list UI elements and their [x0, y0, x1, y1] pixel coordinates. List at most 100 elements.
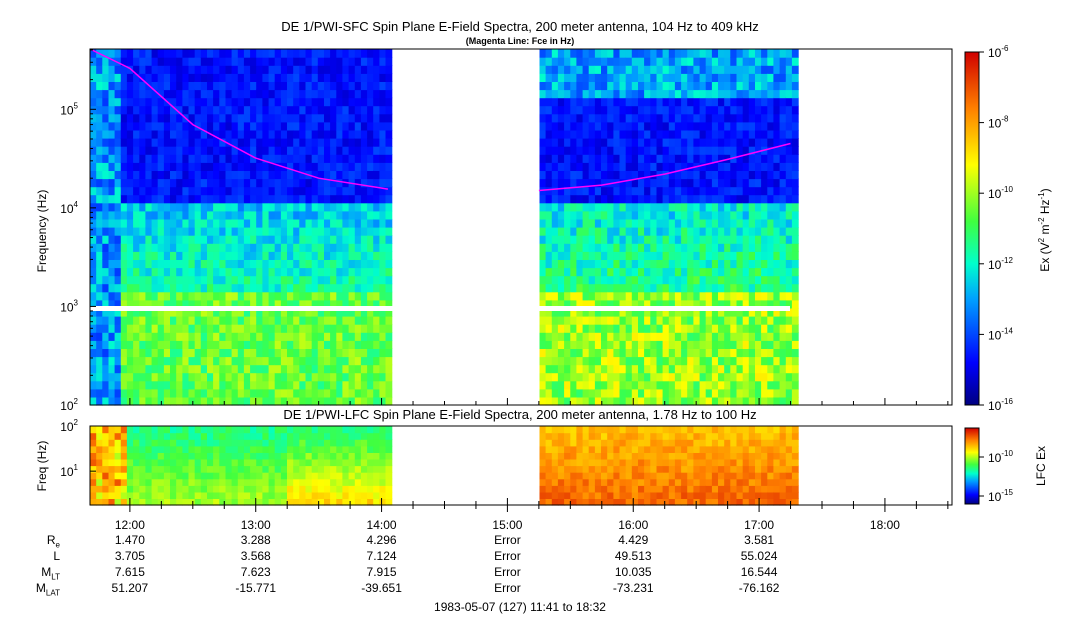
sfc-cell: [274, 348, 282, 358]
sfc-cell: [324, 251, 331, 260]
sfc-cell: [243, 332, 251, 341]
lfc-cell: [588, 452, 596, 460]
sfc-cell: [311, 170, 319, 180]
sfc-cell: [330, 307, 337, 317]
lfc-cell: [576, 432, 584, 440]
lfc-cell: [305, 478, 313, 486]
lfc-cell: [219, 472, 227, 480]
sfc-cell: [367, 291, 374, 301]
lfc-cell: [237, 465, 245, 473]
sfc-cell: [151, 57, 159, 66]
lfc-cell: [262, 432, 270, 440]
sfc-cell: [336, 178, 344, 188]
sfc-cell: [207, 372, 214, 382]
sfc-cell: [293, 251, 300, 260]
sfc-cell: [373, 162, 380, 171]
lfc-cell: [293, 458, 300, 467]
sfc-cell: [287, 97, 294, 107]
lfc-cell: [644, 498, 651, 506]
sfc-cell: [718, 388, 725, 398]
sfc-cell: [773, 396, 781, 406]
sfc-cell: [157, 186, 165, 196]
sfc-cell: [342, 210, 350, 220]
sfc-cell: [576, 105, 584, 115]
sfc-cell: [607, 227, 614, 236]
sfc-cell: [576, 186, 584, 196]
lfc-cell: [108, 498, 116, 506]
sfc-cell: [773, 251, 781, 260]
sfc-cell: [324, 73, 331, 82]
sfc-cell: [360, 348, 368, 358]
sfc-cell: [570, 299, 578, 309]
sfc-cell: [354, 194, 362, 204]
sfc-cell: [114, 332, 122, 341]
sfc-cell: [213, 121, 220, 131]
sfc-cell: [379, 251, 387, 260]
sfc-cell: [656, 283, 664, 293]
sfc-cell: [761, 291, 768, 301]
sfc-cell: [354, 218, 362, 228]
lfc-cell: [699, 432, 707, 440]
sfc-cell: [336, 307, 344, 317]
sfc-cell: [176, 186, 183, 196]
lfc-cell: [650, 491, 658, 499]
sfc-cell: [262, 218, 270, 228]
sfc-cell: [785, 178, 793, 188]
lfc-cell: [662, 485, 670, 493]
lfc-cell: [348, 472, 356, 480]
sfc-cell: [139, 218, 147, 228]
sfc-cell: [638, 113, 645, 123]
sfc-cell: [687, 235, 694, 244]
lfc-cell: [324, 465, 331, 473]
sfc-cell: [693, 97, 701, 107]
sfc-panel-title: DE 1/PWI-SFC Spin Plane E-Field Spectra,…: [281, 19, 759, 34]
sfc-cell: [631, 65, 639, 74]
sfc-cell: [564, 129, 571, 139]
lfc-cell: [607, 432, 614, 440]
sfc-cell: [114, 186, 122, 196]
sfc-cell: [619, 388, 627, 398]
sfc-cell: [151, 186, 159, 196]
sfc-cell: [342, 275, 350, 285]
lfc-cell: [96, 452, 103, 460]
sfc-cell: [625, 186, 633, 196]
sfc-cell: [607, 65, 614, 74]
sfc-cell: [139, 57, 147, 66]
lfc-cell: [545, 432, 553, 440]
sfc-cell: [256, 227, 263, 236]
sfc-cell: [317, 146, 325, 155]
lfc-cell: [225, 465, 233, 473]
sfc-cell: [256, 186, 263, 196]
lfc-cell: [705, 458, 713, 467]
sfc-cell: [157, 65, 165, 74]
sfc-cell: [243, 340, 251, 349]
sfc-cell: [299, 97, 307, 107]
sfc-cell: [601, 210, 608, 220]
sfc-cell: [576, 324, 584, 333]
sfc-cell: [336, 299, 344, 309]
sfc-cell: [588, 194, 596, 204]
sfc-cell: [324, 388, 331, 398]
sfc-cell: [231, 340, 239, 349]
sfc-cell: [96, 307, 103, 317]
sfc-cell: [681, 227, 688, 236]
sfc-cell: [582, 73, 590, 82]
sfc-cell: [188, 129, 196, 139]
lfc-cell: [133, 439, 140, 447]
sfc-cell: [379, 243, 387, 252]
sfc-cell: [650, 194, 658, 204]
lfc-cell: [126, 445, 134, 453]
lfc-cell: [385, 478, 393, 486]
sfc-cell: [157, 316, 165, 325]
sfc-band-gap: [90, 306, 790, 311]
sfc-cell: [662, 105, 670, 115]
sfc-cell: [779, 316, 787, 325]
sfc-cell: [650, 105, 658, 115]
sfc-cell: [625, 81, 633, 91]
sfc-cell: [625, 129, 633, 139]
sfc-cell: [551, 194, 559, 204]
sfc-cell: [779, 129, 787, 139]
sfc-cell: [545, 121, 553, 131]
sfc-cell: [176, 283, 183, 293]
sfc-cell: [108, 218, 116, 228]
